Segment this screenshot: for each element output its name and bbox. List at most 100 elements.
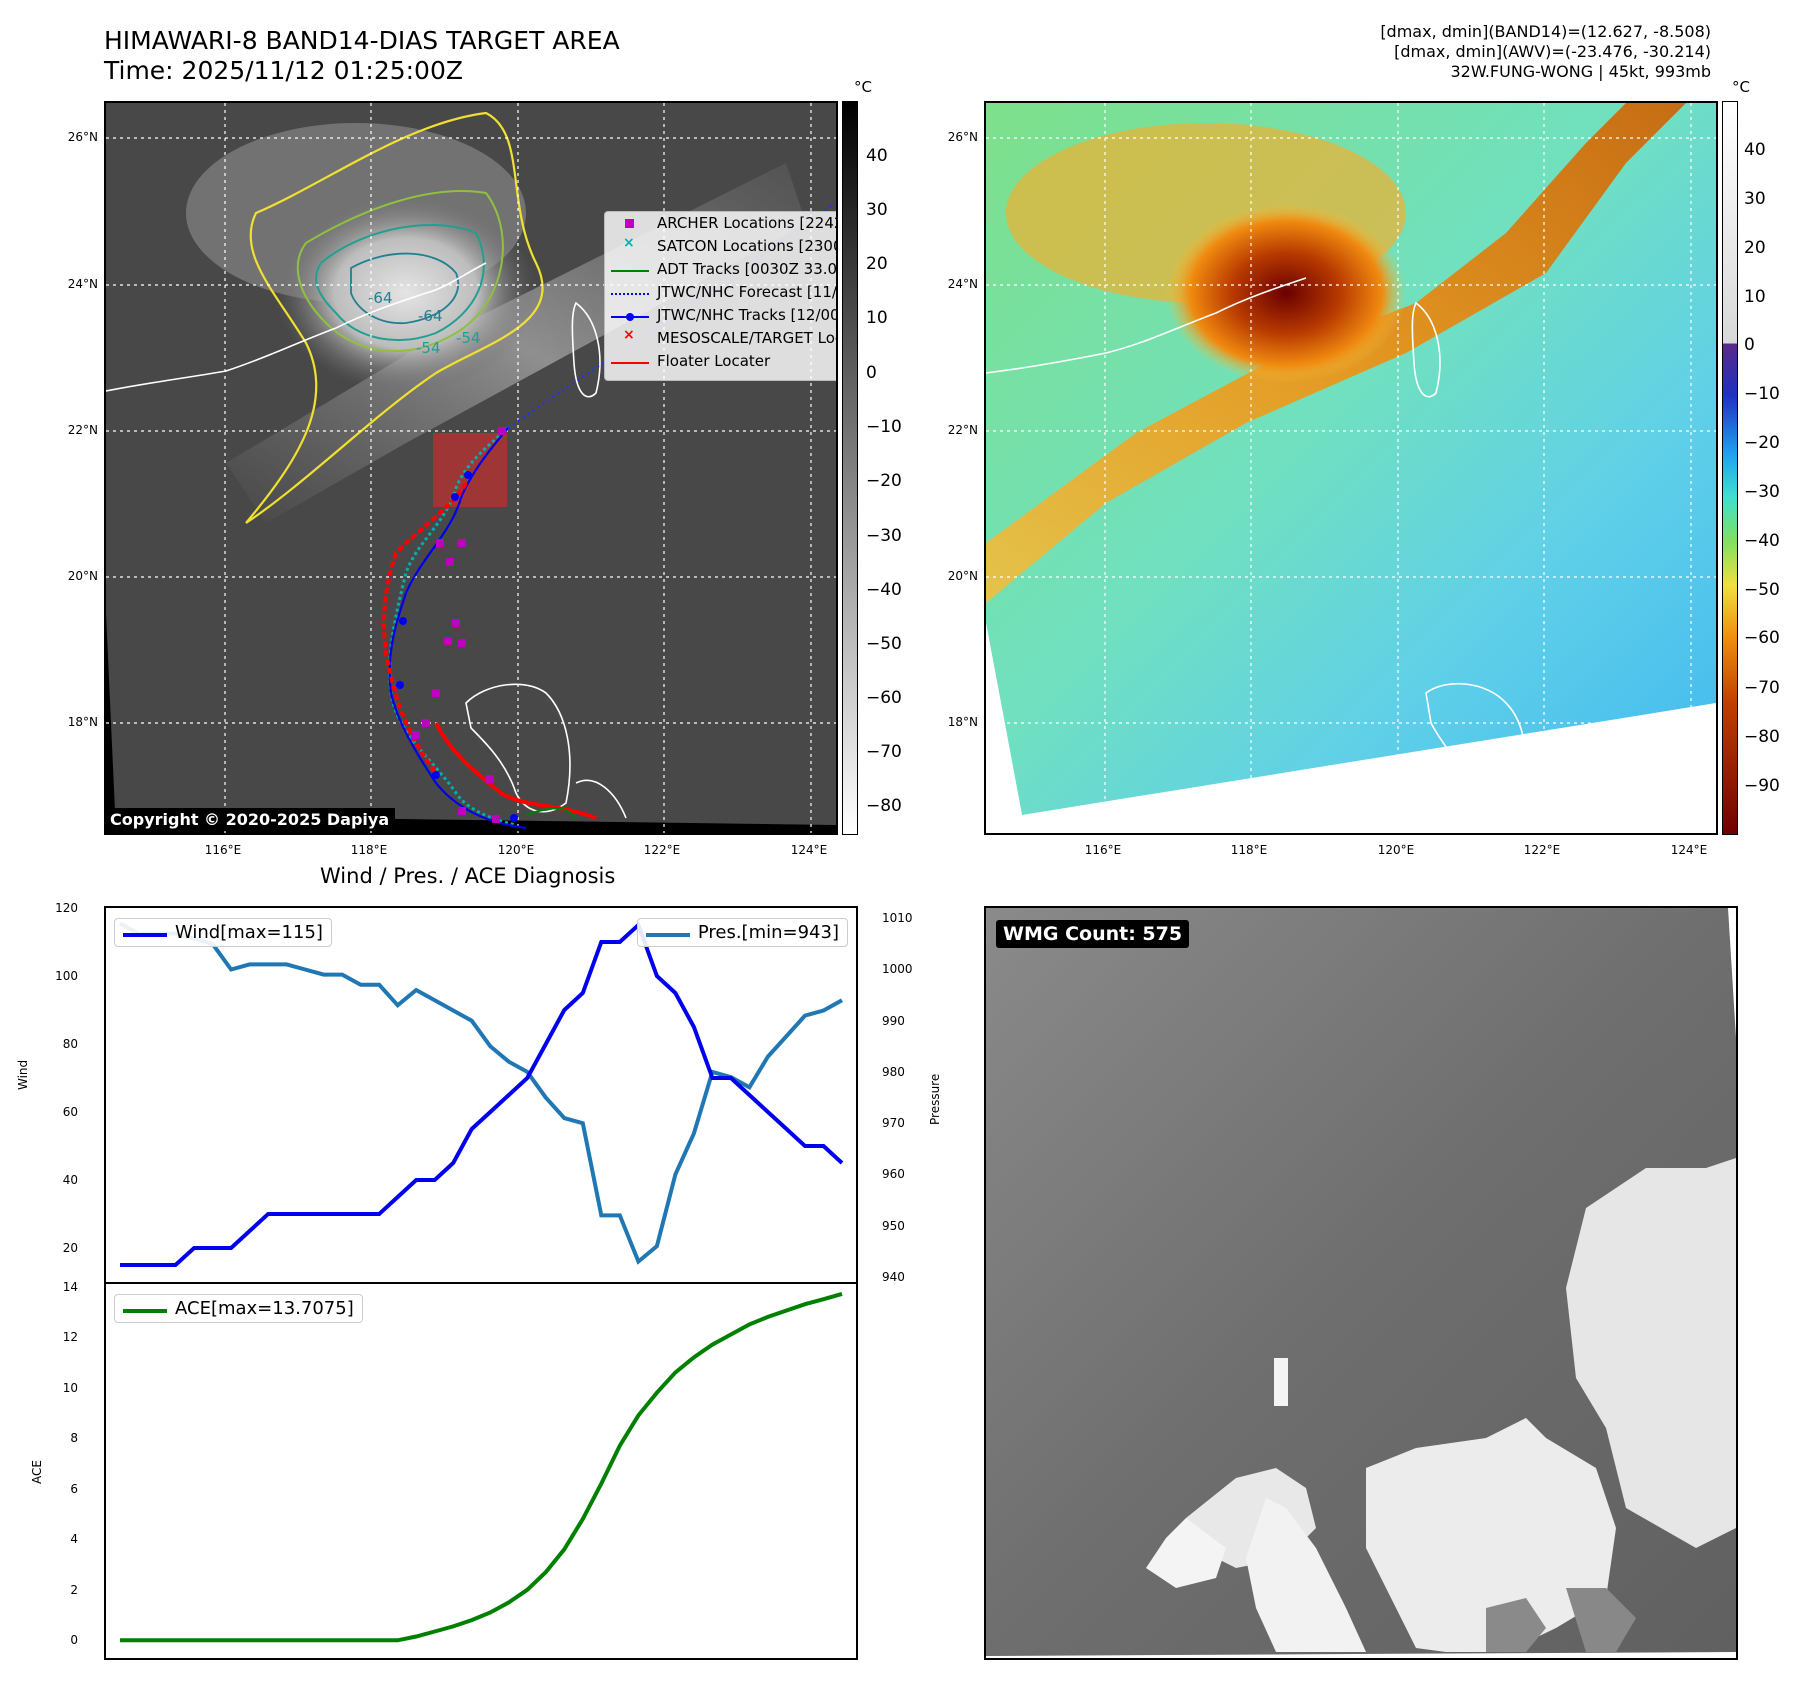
- wv-colorbar-tick: 40: [1744, 140, 1766, 160]
- wv-colorbar-tick: 30: [1744, 189, 1766, 209]
- ir-colorbar: [842, 101, 858, 835]
- legend-item: × MESOSCALE/TARGET Location: [605, 327, 836, 351]
- ir-lat-tick: 18°N: [67, 715, 98, 729]
- mesoscale-track: [382, 482, 468, 775]
- diag-title: Wind / Pres. / ACE Diagnosis: [320, 864, 616, 888]
- wind-tick: 60: [62, 1105, 78, 1119]
- legend-swatch: [611, 313, 649, 321]
- pressure-legend: Pres.[min=943]: [636, 918, 848, 947]
- wv-lat-tick: 22°N: [947, 423, 978, 437]
- wv-lon-tick: 120°E: [1377, 843, 1415, 857]
- pressure-legend-label: Pres.[min=943]: [697, 922, 839, 943]
- wind-tick: 100: [55, 969, 78, 983]
- wv-lon-tick: 118°E: [1230, 843, 1268, 857]
- wind-line: [120, 921, 844, 1267]
- legend-item: ADT Tracks [0030Z 33.0 996.9]: [605, 260, 838, 282]
- wv-colorbar: [1722, 101, 1738, 835]
- wv-colorbar-tick: −80: [1744, 727, 1780, 747]
- wv-colorbar-tick: −70: [1744, 678, 1780, 698]
- ir-lat-tick: 22°N: [67, 423, 98, 437]
- ir-lon-tick: 118°E: [350, 843, 388, 857]
- legend-label: MESOSCALE/TARGET Location: [657, 329, 836, 347]
- pressure-tick: 960: [882, 1167, 905, 1182]
- jtwc-track-points: [396, 471, 518, 822]
- wind-axis-label: Wind: [16, 1059, 30, 1090]
- ace-tick: 4: [70, 1532, 78, 1547]
- ir-map-panel: -64 -64 -54 -54: [104, 101, 838, 835]
- page-title: HIMAWARI-8 BAND14-DIAS TARGET AREA: [104, 26, 620, 55]
- wv-colorbar-tick: −30: [1744, 482, 1780, 502]
- ir-lon-tick: 116°E: [204, 843, 242, 857]
- ace-tick: 14: [62, 1279, 78, 1294]
- legend-swatch: ×: [623, 327, 635, 343]
- legend-item: JTWC/NHC Forecast [11/1800Z]: [605, 283, 836, 305]
- legend-label: Floater Locater: [657, 352, 771, 370]
- ace-tick: 2: [70, 1582, 78, 1597]
- wind-pressure-svg: [119, 921, 844, 1267]
- map-legend: ARCHER Locations [2242Z] × SATCON Location…: [604, 211, 838, 381]
- ir-colorbar-tick: 10: [866, 308, 888, 328]
- wv-lat-tick: 18°N: [947, 715, 978, 729]
- time-label: Time: 2025/11/12 01:25:00Z: [104, 56, 463, 85]
- wv-map-svg: [986, 103, 1716, 833]
- wv-colorbar-tick: −20: [1744, 433, 1780, 453]
- ir-colorbar-tick: −80: [866, 796, 902, 816]
- ir-colorbar-unit: °C: [854, 78, 872, 96]
- wv-lat-tick: 20°N: [947, 569, 978, 583]
- wind-tick: 20: [62, 1241, 78, 1255]
- ir-lon-tick: 124°E: [790, 843, 828, 857]
- legend-label: JTWC/NHC Tracks [12/0000Z]: [657, 306, 836, 324]
- legend-label: ADT Tracks [0030Z 33.0 996.9]: [657, 260, 838, 278]
- wv-lon-tick: 122°E: [1523, 843, 1561, 857]
- adt-track: [525, 807, 577, 820]
- wv-colorbar-unit: °C: [1732, 78, 1750, 96]
- satcon-track: [388, 426, 517, 827]
- pressure-tick: 940: [882, 1269, 905, 1284]
- wv-colorbar-tick: −10: [1744, 384, 1780, 404]
- wv-map-panel: [984, 101, 1718, 835]
- ace-axis-label: ACE: [30, 1460, 44, 1484]
- legend-swatch: [611, 293, 649, 295]
- ir-lat-tick: 20°N: [67, 569, 98, 583]
- wv-lon-tick: 116°E: [1084, 843, 1122, 857]
- ir-lat-tick: 24°N: [67, 277, 98, 291]
- legend-swatch: [611, 270, 649, 272]
- dmax-band14-label: [dmax, dmin](BAND14)=(12.627, -8.508): [1380, 22, 1711, 41]
- legend-label: SATCON Locations [2300Z 42 995]: [657, 237, 836, 255]
- ace-panel: ACE[max=13.7075]: [104, 1282, 858, 1660]
- pressure-tick: 980: [882, 1064, 905, 1079]
- ir-colorbar-tick: −40: [866, 580, 902, 600]
- wv-lon-tick: 124°E: [1670, 843, 1708, 857]
- wv-lat-tick: 26°N: [947, 130, 978, 144]
- wind-tick: 40: [62, 1173, 78, 1187]
- pressure-axis-label: Pressure: [928, 1073, 942, 1125]
- wind-legend-label: Wind[max=115]: [175, 922, 323, 943]
- legend-swatch: [611, 362, 649, 364]
- ace-legend: ACE[max=13.7075]: [114, 1294, 363, 1323]
- legend-item: × SATCON Locations [2300Z 42 995]: [605, 235, 836, 259]
- wind-pressure-panel: Wind[max=115] Pres.[min=943]: [104, 906, 858, 1284]
- pressure-line: [119, 921, 843, 1265]
- ir-lat-tick: 26°N: [67, 130, 98, 144]
- wv-colorbar-tick: −60: [1744, 628, 1780, 648]
- pressure-tick: 990: [882, 1013, 905, 1028]
- legend-label: ARCHER Locations [2242Z]: [657, 214, 836, 232]
- ir-colorbar-tick: −50: [866, 634, 902, 654]
- contour-label-1: -64: [368, 289, 393, 307]
- ir-lon-tick: 120°E: [497, 843, 535, 857]
- ace-tick: 0: [70, 1633, 78, 1648]
- wind-legend: Wind[max=115]: [114, 918, 332, 947]
- pressure-tick: 1000: [882, 962, 913, 977]
- pressure-tick: 970: [882, 1116, 905, 1131]
- copyright-label: Copyright © 2020-2025 Dapiya: [104, 808, 396, 831]
- ace-tick: 6: [70, 1481, 78, 1496]
- ir-colorbar-tick: 0: [866, 363, 877, 383]
- wv-colorbar-tick: −40: [1744, 531, 1780, 551]
- ace-legend-label: ACE[max=13.7075]: [175, 1298, 354, 1319]
- wmg-panel: [984, 906, 1738, 1660]
- contour-label-4: -54: [456, 329, 481, 347]
- legend-swatch: ×: [623, 235, 635, 251]
- storm-label: 32W.FUNG-WONG | 45kt, 993mb: [1450, 62, 1711, 81]
- wv-colorbar-tick: 20: [1744, 238, 1766, 258]
- wmg-svg: [986, 908, 1736, 1658]
